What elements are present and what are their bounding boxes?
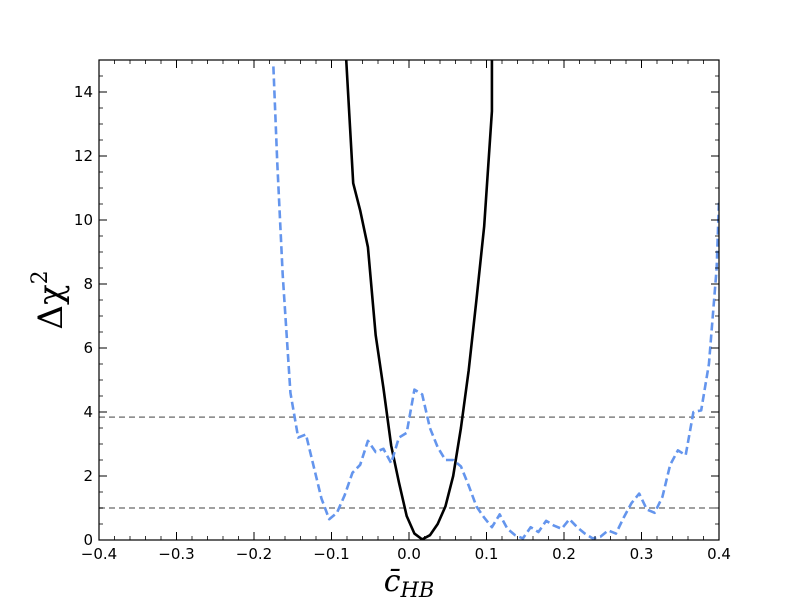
x-tick-label: 0.0 [397, 545, 421, 563]
y-tick-label: 0 [83, 531, 93, 549]
x-tick-label: −0.3 [158, 545, 194, 563]
x-tick-label: 0.4 [707, 545, 731, 563]
y-tick-label: 6 [83, 339, 93, 357]
x-tick-label: −0.1 [313, 545, 349, 563]
y-axis-label-main: Δχ [31, 284, 71, 329]
y-axis-label-superscript: 2 [28, 270, 53, 284]
y-tick-label: 2 [83, 467, 93, 485]
series-line-solid [344, 60, 494, 540]
y-tick-label: 14 [74, 83, 93, 101]
x-tick-label: 0.2 [552, 545, 576, 563]
y-tick-label: 8 [83, 275, 93, 293]
y-tick-label: 4 [83, 403, 93, 421]
x-tick-label: −0.4 [81, 545, 117, 563]
y-axis-label: Δχ2 [28, 270, 71, 329]
y-tick-label: 12 [74, 147, 93, 165]
x-axis-label: c̄HB [384, 564, 435, 600]
x-tick-label: 0.3 [630, 545, 654, 563]
x-tick-label: 0.1 [475, 545, 499, 563]
x-axis-label-subscript: HB [400, 578, 435, 600]
x-tick-label: −0.2 [236, 545, 272, 563]
series-line-dashed [272, 66, 719, 540]
x-axis-label-main: c̄ [384, 564, 401, 599]
y-tick-label: 10 [74, 211, 93, 229]
plot-frame [98, 59, 720, 541]
